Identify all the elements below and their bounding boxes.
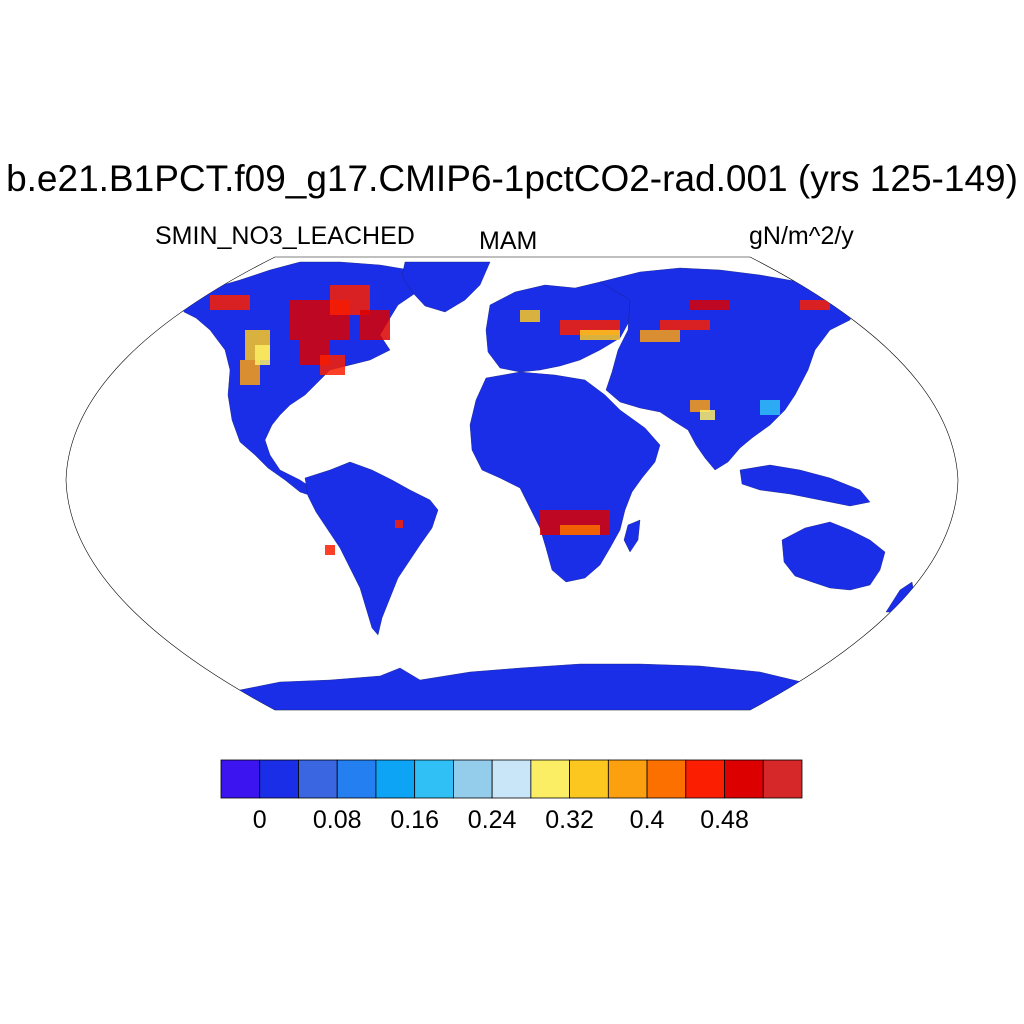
land-south-america — [304, 461, 439, 636]
high-value-patch — [800, 300, 830, 310]
high-value-patch — [690, 400, 710, 412]
high-value-patch — [320, 355, 345, 375]
high-value-patch — [325, 545, 335, 555]
units-label: gN/m^2/y — [749, 222, 854, 250]
high-value-patch — [660, 320, 710, 330]
variable-label: SMIN_NO3_LEACHED — [155, 222, 415, 250]
high-value-patch — [690, 300, 730, 310]
colorbar-tick-label: 0.32 — [545, 806, 594, 834]
colorbar-tick-label: 0.08 — [312, 806, 362, 834]
colorbar-tick-label: 0.48 — [700, 806, 749, 834]
high-value-patch — [760, 400, 780, 415]
high-value-patch — [640, 330, 680, 342]
colorbar-tick-label: 0.16 — [390, 806, 439, 834]
high-value-patch — [700, 410, 715, 420]
high-value-patch — [520, 310, 540, 322]
high-value-patch — [240, 360, 260, 385]
land-africa — [469, 371, 661, 583]
land-maritime-asia — [739, 464, 871, 507]
season-label: MAM — [479, 227, 538, 255]
colorbar-tick-label: 0.24 — [467, 806, 517, 834]
high-value-patch — [360, 310, 390, 340]
high-value-patch — [210, 295, 250, 310]
plot-title: b.e21.B1PCT.f09_g17.CMIP6-1pctCO2-rad.00… — [6, 158, 1018, 199]
high-value-patch — [395, 520, 403, 528]
land-greenland — [401, 261, 491, 313]
colorbar-tick-label: 0 — [252, 806, 267, 834]
land-madagascar — [623, 519, 641, 553]
land-australia — [781, 521, 886, 591]
high-value-patch — [580, 330, 620, 340]
high-value-patch — [255, 345, 270, 365]
colorbar-tick-label: 0.4 — [629, 806, 665, 834]
high-value-patch — [560, 525, 600, 535]
